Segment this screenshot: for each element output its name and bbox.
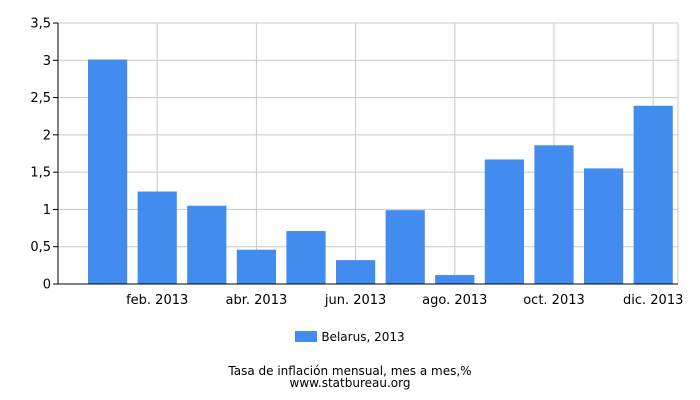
bar-abr-2013 — [236, 249, 276, 284]
y-tick-label: 2,5 — [30, 91, 51, 106]
y-tick-labels: 0 0,5 1 1,5 2 2,5 3 3,5 — [30, 17, 51, 293]
y-tick-label: 3 — [43, 54, 51, 69]
y-tick-label: 2 — [43, 128, 51, 143]
y-tick-label: 1,5 — [30, 166, 51, 181]
x-tick-label: ago. 2013 — [422, 293, 487, 308]
bar-jun-2013 — [336, 260, 376, 284]
x-tick-labels: feb. 2013 abr. 2013 jun. 2013 ago. 2013 oct.… — [126, 293, 683, 308]
x-tick-label: feb. 2013 — [126, 293, 188, 308]
y-tick-label: 1 — [43, 203, 51, 218]
legend: Belarus, 2013 — [0, 330, 700, 344]
bar-may-2013 — [286, 231, 326, 284]
source-url: www.statbureau.org — [289, 376, 411, 390]
x-tick-label: dic. 2013 — [623, 293, 683, 308]
y-tick-label: 0,5 — [30, 240, 51, 255]
x-tick-label: abr. 2013 — [226, 293, 288, 308]
bar-nov-2013 — [584, 168, 624, 284]
bar-jul-2013 — [385, 210, 425, 284]
y-tick-label: 3,5 — [30, 17, 51, 32]
chart-caption: Tasa de inflación mensual, mes a mes,% — [228, 364, 472, 378]
bar-ene-2013 — [88, 59, 128, 284]
bar-ago-2013 — [435, 275, 475, 284]
bar-feb-2013 — [137, 191, 177, 284]
bar-chart: 0 0,5 1 1,5 2 2,5 3 3,5 feb. 2013 abr. 2013 jun. … — [30, 17, 683, 309]
legend-swatch — [295, 331, 318, 342]
x-tick-label: jun. 2013 — [324, 293, 386, 308]
bar-oct-2013 — [534, 145, 574, 284]
y-tick-label: 0 — [43, 278, 51, 293]
axes — [53, 22, 678, 285]
bar-dic-2013 — [633, 105, 673, 284]
x-tick-label: oct. 2013 — [523, 293, 585, 308]
bar-mar-2013 — [187, 205, 227, 284]
bars — [88, 59, 673, 284]
bar-sept-2013 — [484, 159, 524, 284]
legend-label: Belarus, 2013 — [321, 330, 405, 344]
